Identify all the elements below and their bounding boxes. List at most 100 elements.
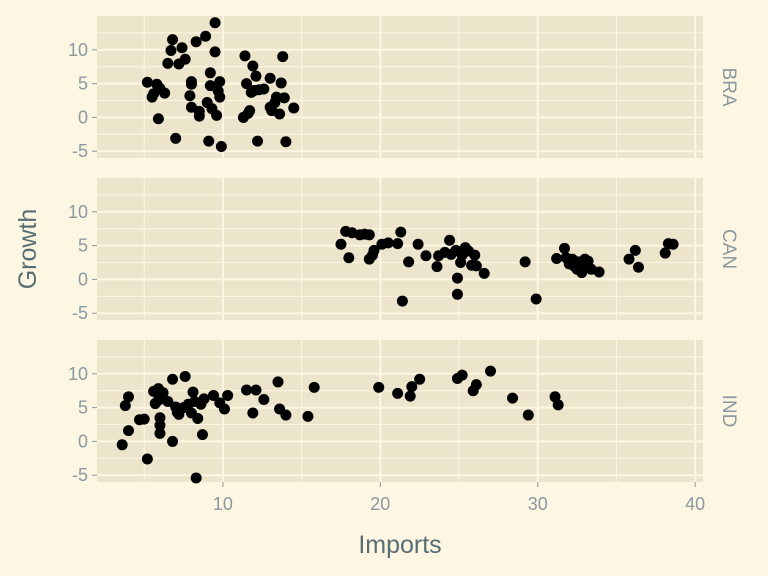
data-point-bra [214,76,226,88]
data-point-ind [250,384,262,396]
data-point-can [469,249,481,261]
y-tick-label: -5 [72,141,88,161]
data-point-ind [167,435,179,447]
data-point-bra [146,91,158,103]
y-tick-label: 0 [78,269,88,289]
data-point-can [593,266,605,278]
data-point-can [530,293,542,305]
data-point-bra [214,91,226,103]
data-point-ind [122,425,134,437]
data-point-can [519,256,531,268]
data-point-bra [200,30,212,42]
x-axis-title: Imports [358,531,441,559]
data-point-can [431,261,443,273]
y-tick-label: 0 [78,107,88,127]
data-point-ind [119,400,131,412]
data-point-can [412,238,424,250]
data-point-bra [241,78,253,90]
data-point-can [551,252,563,264]
data-point-bra [252,135,264,147]
data-point-bra [209,46,221,58]
data-point-ind [404,390,416,402]
data-point-bra [204,80,216,92]
data-point-ind [258,394,270,406]
data-point-ind [179,371,191,383]
data-point-ind [485,365,497,377]
data-point-bra [288,102,300,114]
data-point-can [396,295,408,307]
data-point-ind [192,412,204,424]
data-point-can [451,272,463,284]
x-tick-label: 20 [370,494,390,514]
data-point-ind [207,389,219,401]
y-tick-label: 5 [78,74,88,94]
data-point-bra [258,83,270,95]
data-point-ind [196,429,208,441]
data-point-bra [176,42,188,54]
x-tick-label: 40 [685,494,705,514]
data-point-bra [203,135,215,147]
data-point-ind [470,379,482,391]
data-point-can [478,267,490,279]
y-tick-label: -5 [72,303,88,323]
data-point-bra [239,50,251,62]
data-point-bra [152,113,164,125]
x-tick-label: 30 [528,494,548,514]
data-point-ind [241,384,253,396]
data-point-bra [185,76,197,88]
data-point-bra [247,60,259,72]
data-point-ind [456,369,468,381]
data-point-can [392,238,404,250]
data-point-bra [280,136,292,148]
data-point-ind [162,396,174,408]
data-point-ind [198,393,210,405]
data-point-ind [272,376,284,388]
data-point-ind [167,373,179,385]
data-point-ind [406,381,418,393]
data-point-ind [141,453,153,465]
data-point-can [420,250,432,262]
data-point-bra [274,108,286,120]
data-point-can [368,244,380,256]
x-tick-label: 10 [213,494,233,514]
data-point-bra [190,36,202,48]
y-tick-label: 10 [68,40,88,60]
data-point-ind [116,439,128,451]
data-point-bra [204,67,216,79]
data-point-ind [154,427,166,439]
data-point-ind [154,419,166,431]
data-point-ind [507,392,519,404]
y-tick-label: -5 [72,465,88,485]
y-tick-label: 0 [78,431,88,451]
data-point-can [451,288,463,300]
data-point-ind [522,409,534,421]
data-point-bra [179,53,191,65]
data-point-bra [170,132,182,144]
strip-label-bra: BRA [718,67,739,106]
data-point-ind [187,386,199,398]
data-point-bra [244,105,256,117]
strip-label-ind: IND [718,395,739,428]
data-point-ind [247,407,259,419]
y-axis-title: Growth [14,209,42,290]
data-point-bra [211,109,223,121]
data-point-can [632,261,644,273]
y-tick-label: 10 [68,202,88,222]
data-point-bra [215,141,227,153]
data-point-ind [302,410,314,422]
data-point-bra [277,51,289,63]
data-point-can [335,238,347,250]
data-point-bra [141,76,153,88]
data-point-ind [138,413,150,425]
data-point-bra [264,72,276,84]
y-tick-label: 5 [78,398,88,418]
y-tick-label: 10 [68,364,88,384]
data-point-can [623,253,635,265]
y-tick-label: 5 [78,236,88,256]
data-point-ind [157,387,169,399]
data-point-bra [162,57,174,69]
data-point-ind [218,403,230,415]
data-point-ind [414,373,426,385]
data-point-can [343,252,355,264]
